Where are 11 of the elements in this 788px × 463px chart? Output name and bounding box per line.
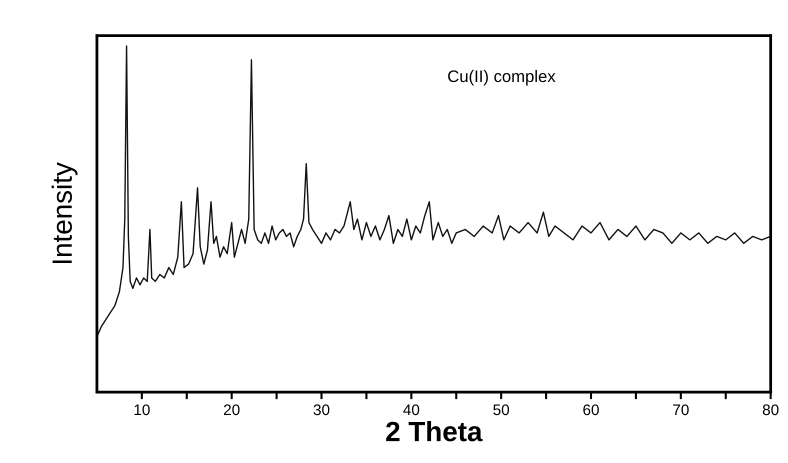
x-tick-label: 80 [762,404,779,416]
y-axis-title: Intensity [52,162,78,264]
x-axis-title: 2 Theta [386,420,483,442]
x-tick-label: 10 [134,404,150,416]
x-tick-label: 30 [314,404,330,416]
x-tick-label: 40 [403,404,420,416]
x-tick-label: 70 [673,404,689,416]
x-tick-label: 50 [493,404,510,416]
x-tick-label: 20 [224,404,240,416]
x-tick-label: 60 [583,404,599,416]
annotation: Cu(II) complex [448,70,556,86]
